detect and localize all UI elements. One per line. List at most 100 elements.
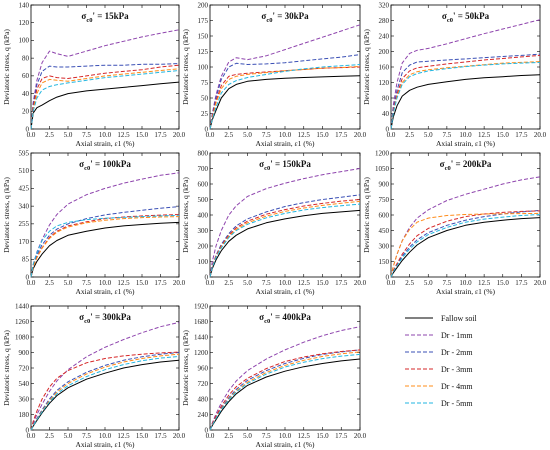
y-tick-label: 200	[198, 242, 209, 250]
panel-title: σc0' = 15kPa	[81, 11, 129, 24]
series-line-dr-5mm	[30, 70, 180, 130]
y-axis-label: Deviatoric stress, q (kPa)	[2, 177, 11, 253]
x-tick-label: 17.5	[515, 279, 528, 287]
plot-frame	[30, 305, 180, 431]
series-line-dr-2mm	[30, 63, 180, 130]
y-tick-label: 500	[198, 196, 209, 204]
y-tick-label: 300	[198, 227, 209, 235]
y-tick-label: 125	[198, 48, 209, 56]
y-tick-label: 75	[201, 79, 209, 87]
x-tick-label: 20.0	[534, 131, 547, 139]
x-tick-label: 12.5	[298, 279, 311, 287]
series-line-dr-2mm	[30, 206, 180, 278]
series-line-dr-3mm	[209, 349, 361, 431]
x-axis-label: Axial strain, ε1 (%)	[76, 287, 135, 296]
legend-label: Dr - 1mm	[441, 331, 473, 340]
series-line-dr-1mm	[390, 176, 541, 278]
x-tick-label: 5.0	[243, 279, 252, 287]
series-line-fallow-soil	[30, 81, 180, 130]
y-tick-label: 240	[379, 32, 390, 40]
x-tick-label: 5.0	[424, 279, 433, 287]
x-tick-label: 20.0	[173, 279, 186, 287]
y-tick-label: 85	[22, 256, 30, 264]
series-line-dr-5mm	[390, 214, 541, 278]
y-tick-label: 170	[19, 238, 30, 246]
y-axis-label: Deviatoric stress, q (kPa)	[2, 29, 11, 105]
y-tick-label: 1920	[194, 302, 209, 310]
y-tick-label: 480	[198, 395, 209, 403]
y-tick-label: 960	[198, 364, 209, 372]
panel-8: 0.0 2.5 5.0 7.5 10.0 12.5 15.0 17.5 20.0 0 240 480 7…	[181, 302, 367, 449]
series-line-dr-3mm	[209, 66, 361, 130]
y-tick-label: 180	[19, 411, 30, 419]
x-tick-label: 12.5	[298, 131, 311, 139]
x-tick-label: 5.0	[64, 131, 73, 139]
y-tick-label: 100	[198, 63, 209, 71]
x-tick-label: 0.0	[27, 131, 36, 139]
y-tick-label: 150	[379, 258, 390, 266]
y-tick-label: 1680	[194, 318, 209, 326]
series-line-dr-2mm	[390, 209, 541, 278]
y-tick-label: 150	[198, 32, 209, 40]
x-tick-label: 15.0	[497, 279, 510, 287]
y-axis-label: Deviatoric stress, q (kPa)	[181, 330, 190, 406]
x-tick-label: 10.0	[99, 279, 112, 287]
x-tick-label: 0.0	[387, 279, 396, 287]
y-tick-label: 800	[198, 149, 209, 157]
plot-frame	[30, 4, 180, 130]
x-tick-label: 20.0	[354, 131, 367, 139]
panel-3: 0.0 2.5 5.0 7.5 10.0 12.5 15.0 17.5 20.0 0 40 80 120…	[362, 1, 547, 148]
y-tick-label: 100	[19, 37, 30, 45]
series-line-fallow-soil	[209, 358, 361, 431]
legend-label: Dr - 3mm	[441, 365, 473, 374]
series-line-dr-1mm	[390, 19, 541, 130]
y-tick-label: 50	[201, 94, 209, 102]
x-tick-label: 15.0	[316, 279, 329, 287]
y-tick-label: 25	[201, 110, 209, 118]
y-tick-label: 280	[379, 17, 390, 25]
x-tick-label: 12.5	[298, 432, 311, 440]
series-line-dr-1mm	[30, 321, 180, 431]
panel-4: 0.0 2.5 5.0 7.5 10.0 12.5 15.0 17.5 20.0 0 85 170 25…	[2, 149, 186, 296]
plot-frame	[30, 152, 180, 278]
x-tick-label: 10.0	[279, 131, 292, 139]
series-line-dr-4mm	[30, 68, 180, 130]
series-line-dr-5mm	[30, 355, 180, 431]
y-tick-label: 1200	[375, 149, 390, 157]
y-tick-label: 0	[386, 273, 390, 281]
x-tick-label: 17.5	[515, 131, 528, 139]
y-tick-label: 0	[205, 426, 209, 434]
series-line-dr-2mm	[209, 194, 361, 278]
y-tick-label: 0	[205, 125, 209, 133]
x-tick-label: 7.5	[82, 131, 91, 139]
series-line-dr-5mm	[209, 203, 361, 278]
series-line-dr-4mm	[390, 212, 541, 278]
series-line-dr-1mm	[209, 24, 361, 130]
x-tick-label: 5.0	[243, 131, 252, 139]
x-tick-label: 17.5	[335, 432, 348, 440]
y-tick-label: 0	[26, 125, 30, 133]
x-tick-label: 15.0	[136, 432, 149, 440]
panel-title: σc0' = 200kPa	[440, 159, 492, 172]
series-line-dr-1mm	[209, 326, 361, 431]
y-tick-label: 0	[386, 125, 390, 133]
series-line-dr-3mm	[30, 351, 180, 431]
series-line-dr-2mm	[390, 53, 541, 130]
series-line-dr-1mm	[209, 168, 361, 278]
y-tick-label: 400	[198, 211, 209, 219]
series-line-dr-3mm	[390, 210, 541, 278]
y-tick-label: 1440	[194, 333, 209, 341]
panel-title: σc0' = 150kPa	[259, 159, 311, 172]
legend-label: Dr - 5mm	[441, 399, 473, 408]
series-line-dr-3mm	[390, 54, 541, 130]
x-axis-label: Axial strain, ε1 (%)	[256, 287, 315, 296]
x-tick-label: 2.5	[405, 131, 414, 139]
panel-title: σc0' = 30kPa	[261, 11, 309, 24]
legend-label: Dr - 2mm	[441, 348, 473, 357]
y-tick-label: 540	[19, 380, 30, 388]
x-tick-label: 2.5	[224, 131, 233, 139]
x-tick-label: 20.0	[173, 432, 186, 440]
y-tick-label: 1200	[194, 349, 209, 357]
x-tick-label: 17.5	[154, 131, 167, 139]
